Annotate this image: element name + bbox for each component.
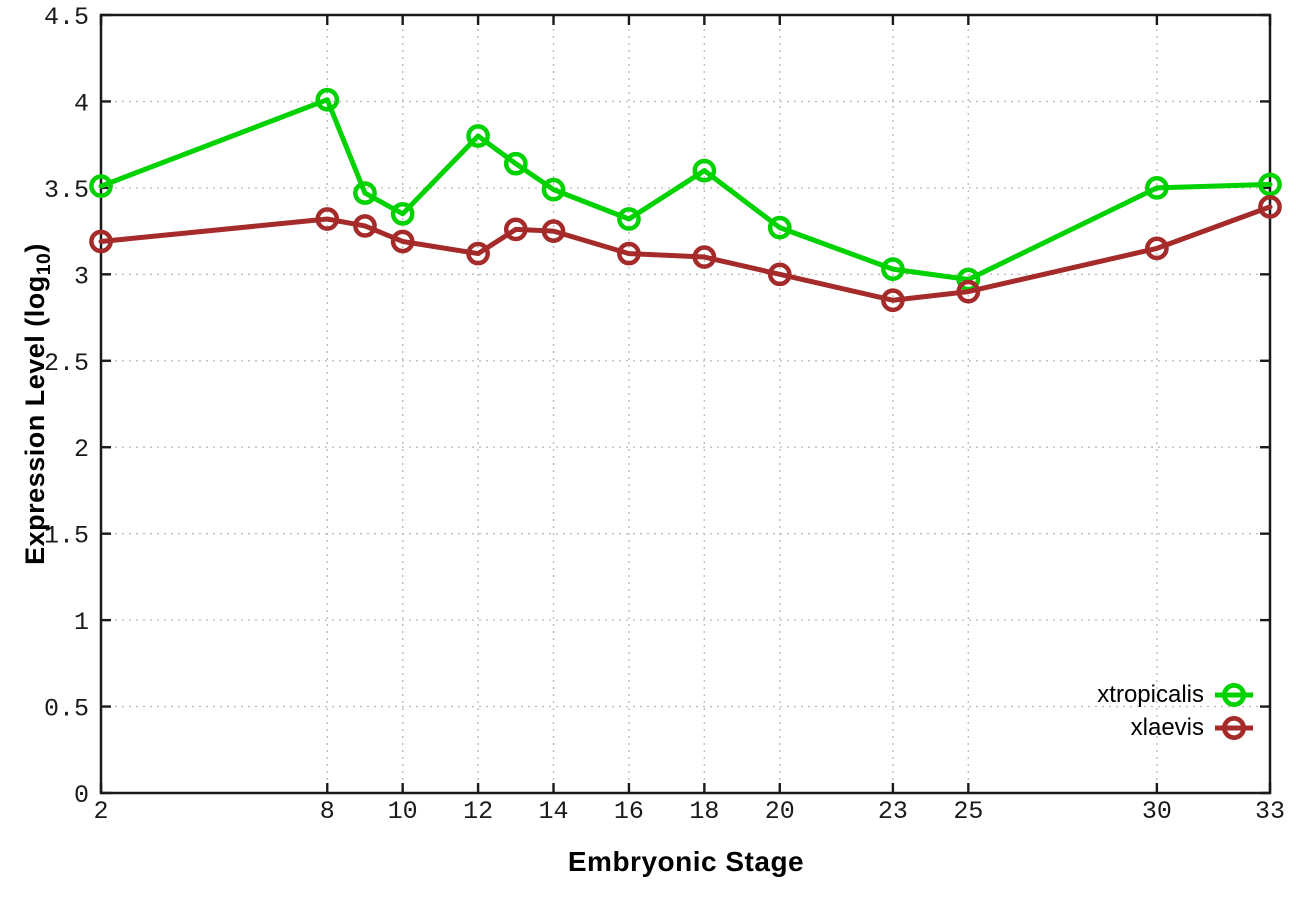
data-point-xlaevis bbox=[1145, 236, 1169, 261]
plot-border bbox=[99, 13, 1272, 795]
legend: xtropicalis xlaevis bbox=[1097, 681, 1254, 741]
data-point-xtropicalis bbox=[466, 124, 490, 148]
legend-marker-xlaevis bbox=[1215, 715, 1253, 740]
y-axis-title-text: Expression Level (log bbox=[19, 275, 50, 565]
x-tick-label: 30 bbox=[1142, 797, 1172, 826]
x-tick-label: 18 bbox=[689, 797, 719, 826]
data-point-xtropicalis bbox=[1258, 172, 1282, 197]
data-point-xlaevis bbox=[767, 262, 792, 287]
y-tick-label: 2.5 bbox=[44, 349, 89, 378]
x-tick-label: 12 bbox=[463, 797, 493, 826]
data-point-xtropicalis bbox=[617, 207, 641, 231]
y-tick-label: 2 bbox=[74, 435, 89, 464]
data-point-xtropicalis bbox=[692, 158, 717, 183]
data-point-xlaevis bbox=[541, 219, 566, 243]
legend-item-xlaevis: xlaevis bbox=[1131, 714, 1254, 741]
data-point-xlaevis bbox=[692, 245, 717, 269]
data-point-xtropicalis bbox=[315, 87, 340, 112]
y-tick-label: 3.5 bbox=[44, 176, 89, 205]
x-tick-label: 20 bbox=[765, 797, 795, 826]
legend-circle bbox=[1221, 715, 1247, 740]
legend-marker-xtropicalis bbox=[1215, 682, 1253, 707]
legend-label-xlaevis: xlaevis bbox=[1130, 714, 1204, 741]
y-tick-label: 1 bbox=[74, 608, 89, 637]
series-line-xlaevis bbox=[98, 204, 1273, 303]
data-point-xlaevis bbox=[353, 214, 377, 238]
x-axis-title: Embryonic Stage bbox=[567, 846, 805, 877]
x-tick-label: 2 bbox=[93, 797, 108, 826]
data-point-xtropicalis bbox=[390, 201, 415, 226]
x-tick-label: 8 bbox=[320, 797, 335, 826]
data-point-xlaevis bbox=[881, 288, 905, 313]
legend-circle bbox=[1221, 682, 1247, 707]
data-point-xlaevis bbox=[1258, 195, 1282, 219]
x-tick-label: 25 bbox=[953, 797, 983, 826]
x-tick-label: 23 bbox=[878, 797, 908, 826]
y-axis-title: Expression Level (log10) bbox=[20, 243, 56, 565]
data-point-xtropicalis bbox=[541, 177, 566, 202]
y-axis-title-close: ) bbox=[19, 243, 50, 253]
y-tick-label: 4 bbox=[74, 89, 89, 118]
x-tick-label: 33 bbox=[1255, 797, 1285, 826]
data-point-xtropicalis bbox=[767, 215, 792, 240]
y-tick-label: 4.5 bbox=[44, 3, 89, 32]
data-point-xtropicalis bbox=[353, 181, 377, 205]
data-point-xlaevis bbox=[89, 229, 113, 254]
series-line-xtropicalis bbox=[98, 97, 1273, 283]
data-point-xlaevis bbox=[466, 241, 490, 266]
data-point-xlaevis bbox=[315, 207, 340, 231]
x-tick-label: 16 bbox=[614, 797, 644, 826]
y-axis-title-subscript: 10 bbox=[33, 252, 56, 276]
data-point-xlaevis bbox=[390, 229, 415, 254]
data-point-xtropicalis bbox=[503, 151, 528, 176]
y-tick-label: 3 bbox=[74, 262, 89, 291]
x-tick-label: 10 bbox=[388, 797, 418, 826]
data-point-xtropicalis bbox=[881, 257, 905, 281]
data-point-xlaevis bbox=[956, 279, 981, 304]
y-tick-label: 0.5 bbox=[44, 695, 89, 724]
data-point-xlaevis bbox=[617, 241, 641, 266]
y-tick-label: 0 bbox=[74, 781, 89, 810]
legend-label-xtropicalis: xtropicalis bbox=[1097, 681, 1204, 708]
data-point-xtropicalis bbox=[89, 174, 113, 199]
data-point-xlaevis bbox=[503, 217, 528, 242]
x-tick-label: 14 bbox=[539, 797, 569, 826]
data-point-xtropicalis bbox=[1145, 176, 1169, 200]
y-tick-label: 1.5 bbox=[44, 522, 89, 551]
legend-item-xtropicalis: xtropicalis bbox=[1097, 681, 1254, 708]
